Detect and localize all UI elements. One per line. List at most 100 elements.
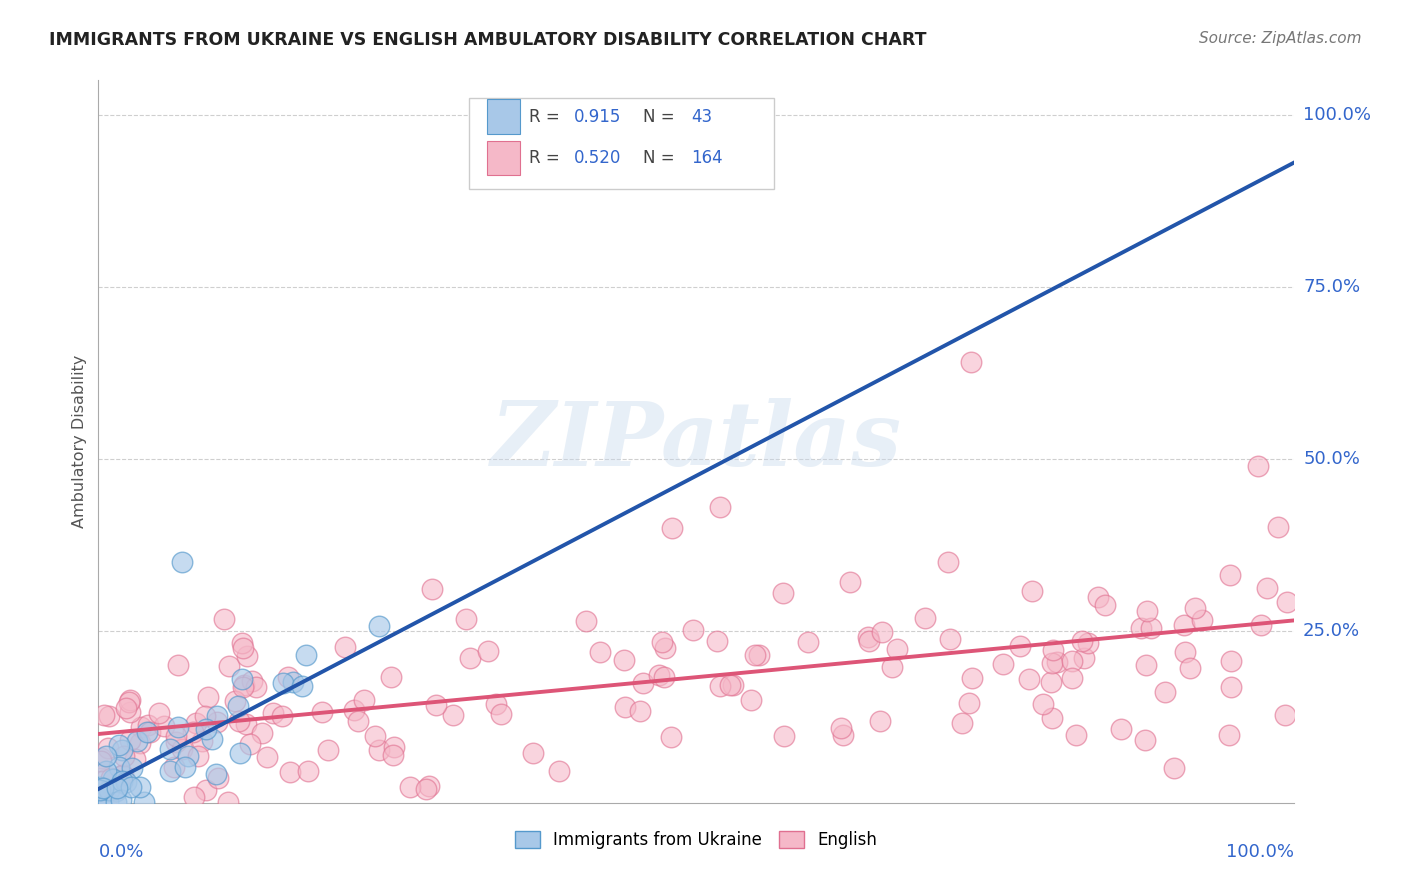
Y-axis label: Ambulatory Disability: Ambulatory Disability (72, 355, 87, 528)
Point (748, 648, 770, 662)
Point (110, 743, 132, 757)
Point (659, 730, 682, 744)
Point (245, 680, 267, 694)
Point (165, 729, 187, 743)
Point (90, 750, 112, 764)
Point (380, 670, 402, 684)
Point (367, 619, 389, 633)
Point (167, 719, 190, 733)
Point (89, 783, 111, 797)
Point (115, 700, 138, 714)
Point (89, 780, 111, 794)
Point (229, 746, 252, 760)
Point (291, 679, 314, 693)
Text: R =: R = (529, 149, 565, 167)
Point (118, 693, 141, 707)
Point (108, 739, 131, 753)
Point (217, 795, 239, 809)
Point (869, 714, 891, 728)
Point (1256, 581, 1278, 595)
Point (420, 582, 443, 596)
Point (1191, 613, 1213, 627)
Point (914, 611, 936, 625)
Point (231, 672, 253, 686)
Point (991, 657, 1014, 671)
Point (347, 714, 370, 728)
Point (858, 634, 880, 648)
Text: 164: 164 (692, 149, 723, 167)
Text: R =: R = (529, 108, 565, 126)
Point (1018, 673, 1040, 687)
Point (240, 673, 263, 688)
Point (184, 715, 207, 730)
Text: N =: N = (644, 149, 681, 167)
Point (148, 706, 170, 721)
Point (706, 634, 728, 648)
Point (1154, 684, 1177, 698)
Point (367, 743, 389, 757)
Point (191, 734, 214, 748)
Point (128, 736, 150, 750)
Point (205, 767, 228, 781)
Point (262, 706, 284, 720)
Point (797, 635, 820, 649)
Point (129, 721, 152, 735)
Point (709, 679, 731, 693)
Point (1135, 604, 1157, 618)
Point (172, 741, 194, 756)
Point (399, 780, 422, 795)
Point (271, 676, 294, 690)
Point (709, 500, 731, 514)
Point (112, 748, 135, 763)
Point (94, 795, 117, 809)
Text: 100.0%: 100.0% (1303, 105, 1371, 124)
Point (101, 772, 124, 786)
Point (1062, 654, 1084, 668)
Point (548, 764, 571, 778)
Point (415, 782, 437, 797)
Point (1274, 707, 1296, 722)
Point (491, 707, 513, 722)
Point (1111, 722, 1133, 736)
Point (98, 709, 121, 723)
Point (118, 733, 141, 747)
Point (97, 795, 120, 809)
Point (418, 780, 440, 794)
Point (458, 651, 481, 665)
Point (950, 715, 973, 730)
Point (936, 555, 959, 569)
Point (183, 789, 205, 804)
Point (205, 714, 228, 729)
Point (1275, 595, 1298, 609)
Point (231, 636, 253, 650)
Text: ZIPatlas: ZIPatlas (491, 399, 901, 484)
Point (186, 749, 208, 764)
Point (235, 717, 257, 731)
Point (382, 739, 405, 754)
Point (232, 641, 254, 656)
Point (138, 718, 160, 732)
Point (124, 751, 146, 765)
Point (97, 741, 120, 756)
Point (94, 764, 117, 779)
Text: IMMIGRANTS FROM UKRAINE VS ENGLISH AMBULATORY DISABILITY CORRELATION CHART: IMMIGRANTS FROM UKRAINE VS ENGLISH AMBUL… (49, 31, 927, 49)
Point (1046, 655, 1069, 669)
Text: 75.0%: 75.0% (1303, 277, 1360, 296)
Point (159, 742, 181, 756)
Point (295, 648, 318, 662)
Point (1267, 520, 1289, 534)
Point (136, 725, 159, 739)
Point (174, 760, 197, 774)
Point (1039, 674, 1062, 689)
Point (1087, 590, 1109, 604)
Point (682, 624, 704, 638)
Point (522, 746, 544, 760)
Point (212, 612, 235, 626)
Point (125, 734, 148, 748)
Point (280, 764, 302, 779)
Text: 25.0%: 25.0% (1303, 622, 1360, 640)
Point (97, 782, 120, 797)
Point (441, 708, 464, 723)
Point (1094, 598, 1116, 612)
Point (832, 727, 855, 741)
